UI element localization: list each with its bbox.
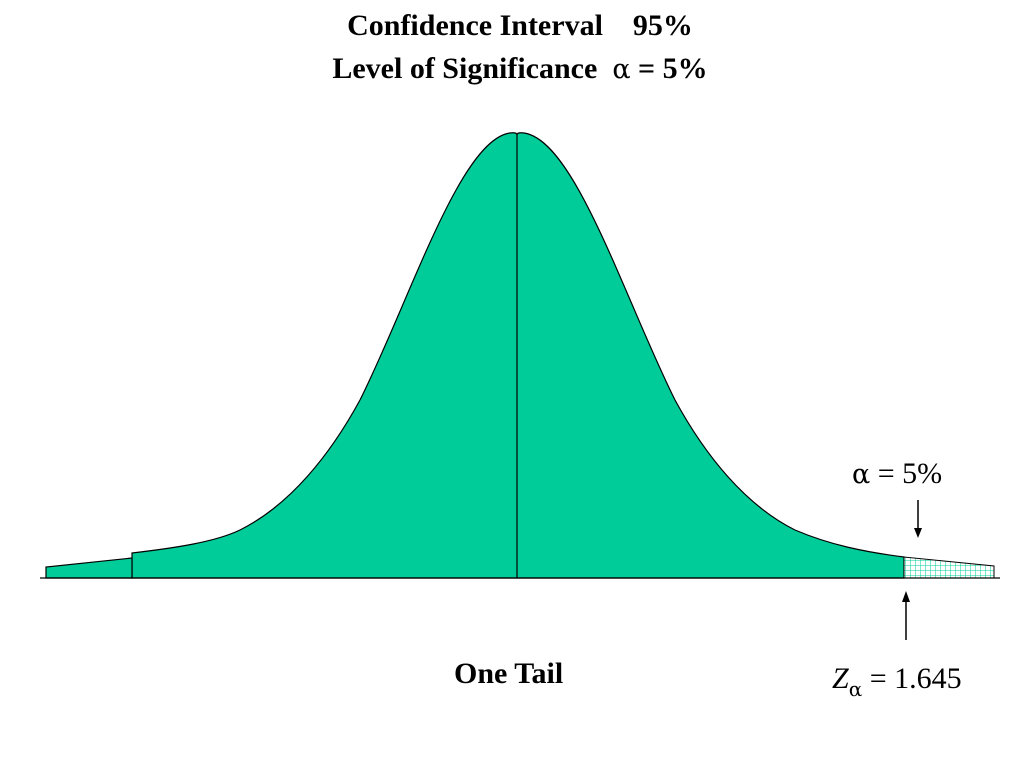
left-tail-segment — [45, 557, 133, 579]
one-tail-caption: One Tail — [454, 657, 564, 690]
z-symbol: Z — [832, 662, 849, 695]
critical-value-arrow — [902, 591, 910, 640]
critical-value-label: Zα = 1.645 — [832, 662, 962, 701]
rejection-alpha-value: = 5% — [870, 457, 943, 490]
significance-label: Level of Significance — [332, 52, 613, 85]
alpha-arrow — [914, 500, 922, 538]
z-subscript-alpha: α — [848, 677, 863, 701]
rejection-region — [903, 556, 995, 579]
title-confidence-interval: Confidence Interval 95% — [347, 9, 693, 42]
alpha-symbol: α — [612, 54, 631, 85]
rejection-alpha-label: α = 5% — [852, 457, 942, 492]
significance-value: = 5% — [630, 52, 708, 85]
critical-value-number: = 1.645 — [862, 662, 962, 695]
title-level-of-significance: Level of Significance α = 5% — [8, 52, 1024, 87]
alpha-symbol-tail: α — [852, 459, 871, 490]
acceptance-region — [131, 132, 905, 579]
